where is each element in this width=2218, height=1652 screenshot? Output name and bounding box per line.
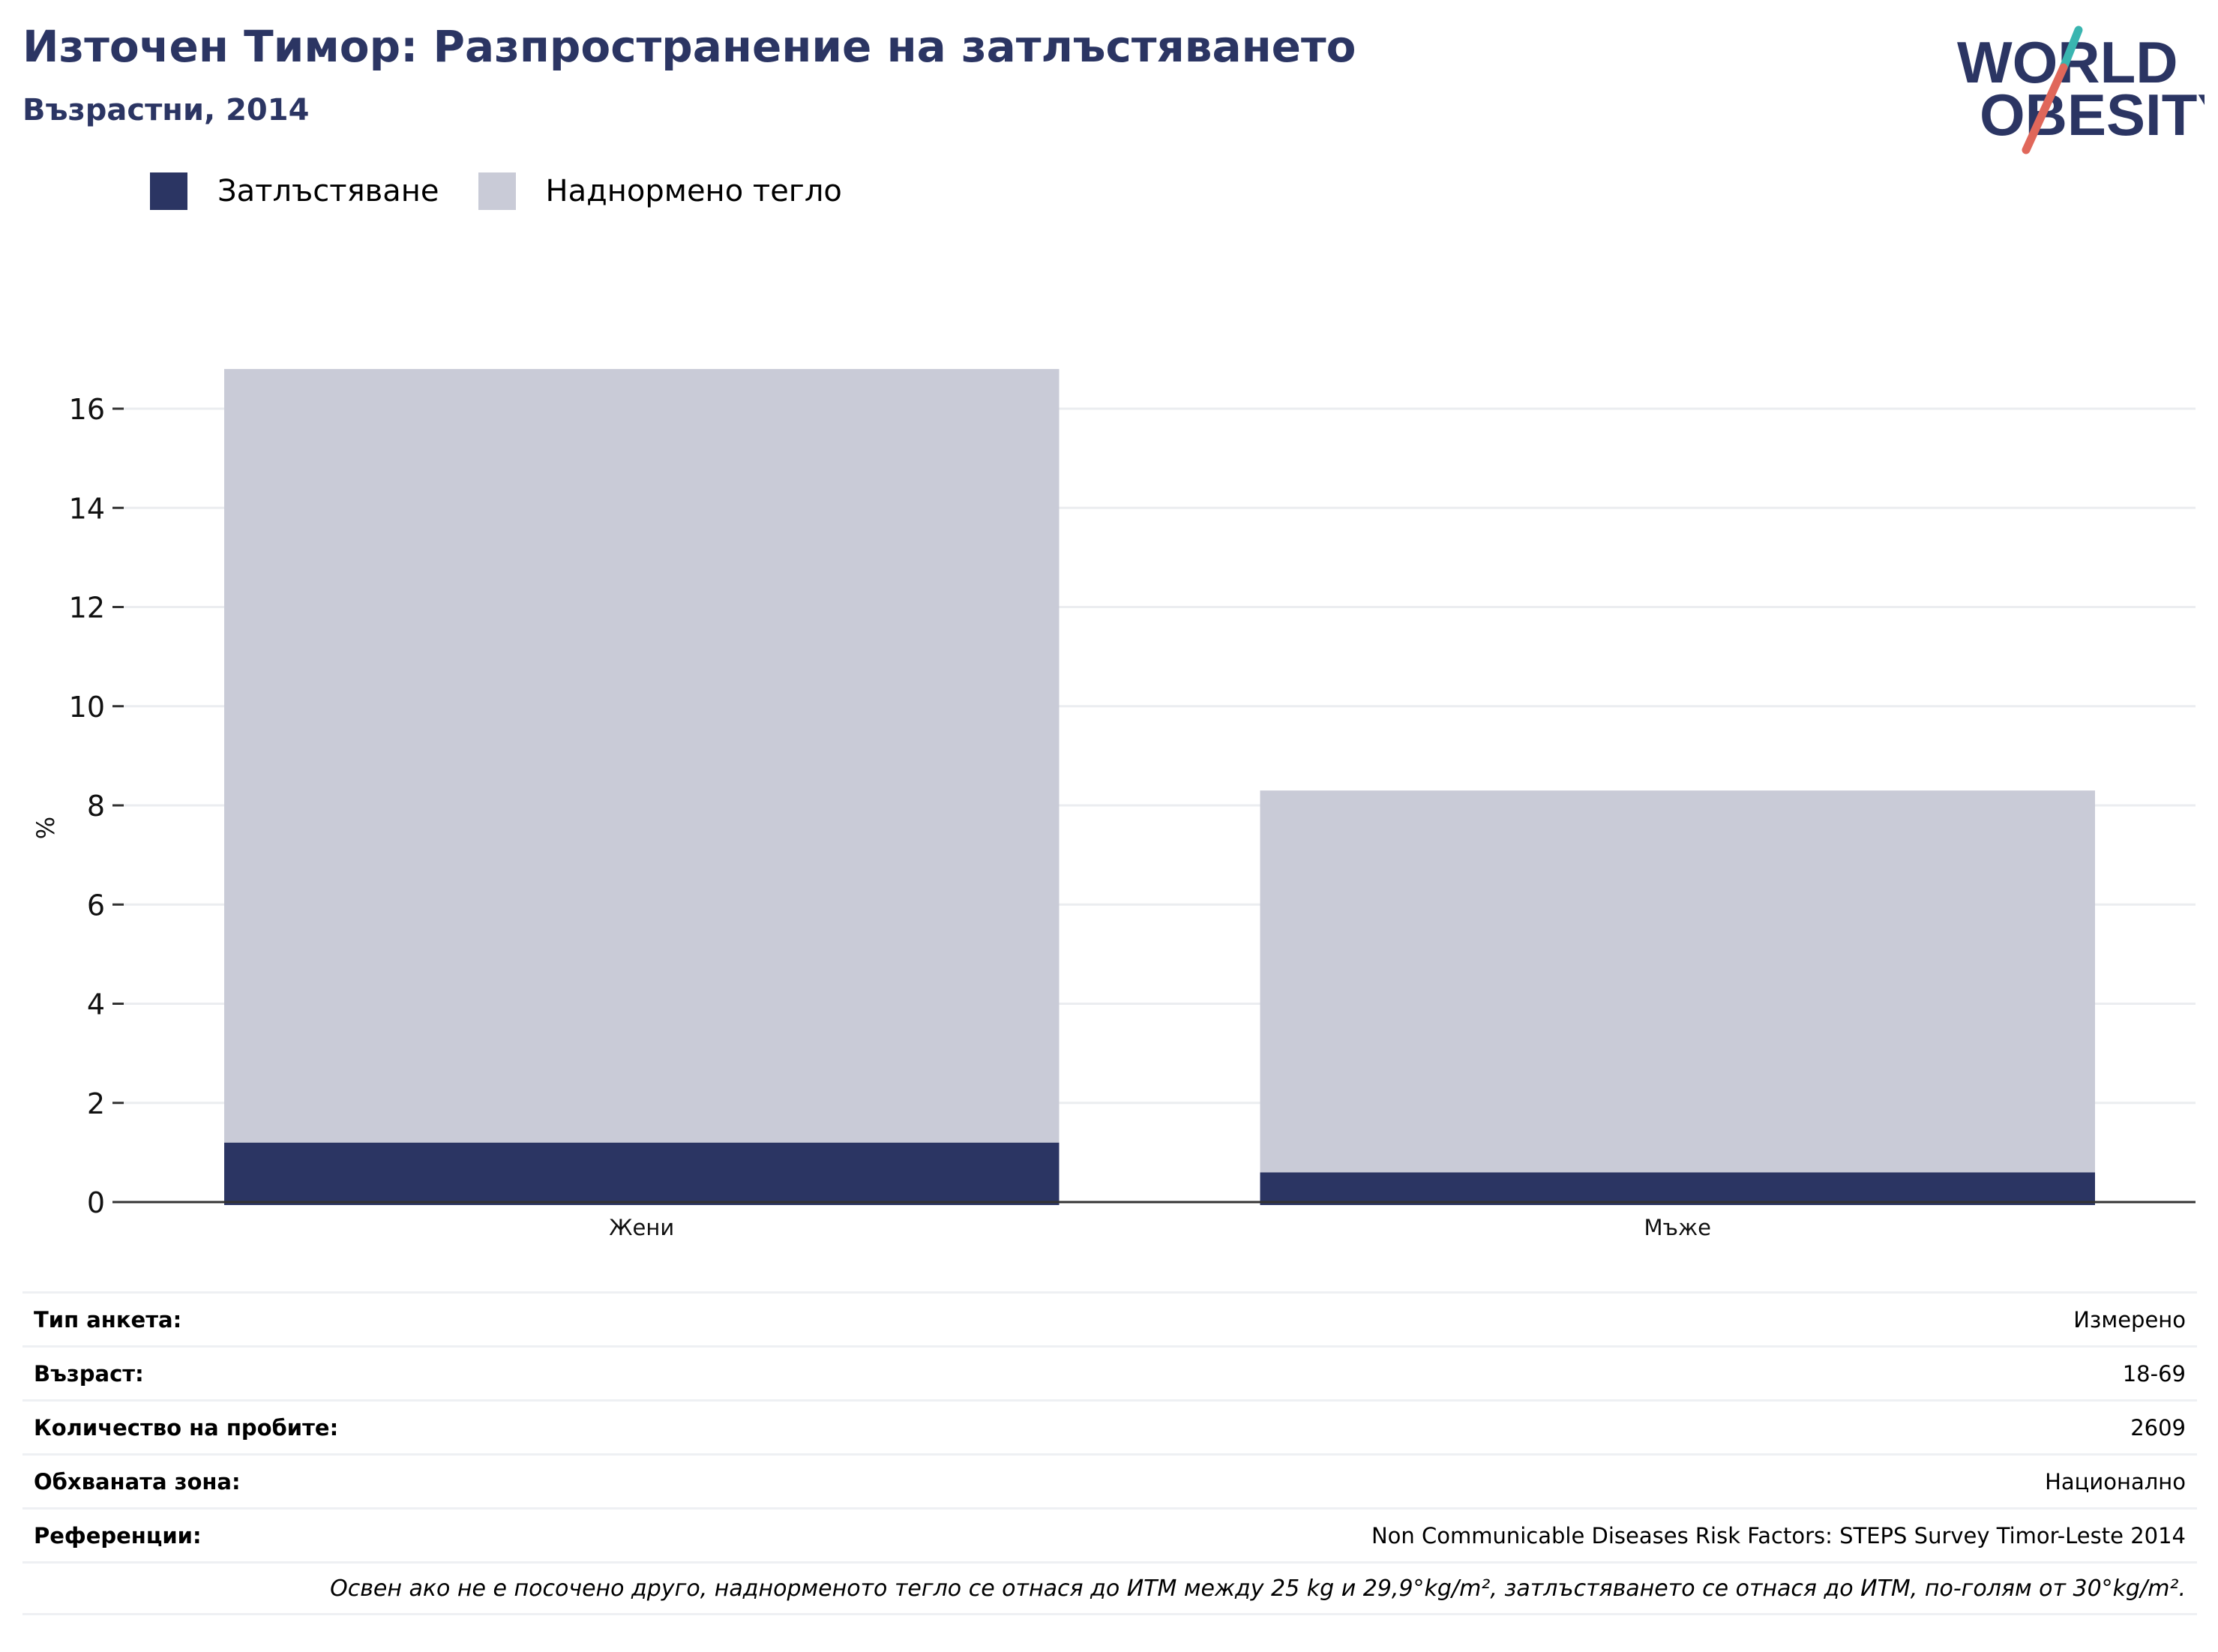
definition-note: Освен ако не е посочено друго, наднормен… (22, 1561, 2197, 1615)
bar-overweight (224, 369, 1060, 1143)
y-tick-label: 14 (69, 492, 105, 525)
y-tick-label: 16 (69, 393, 105, 426)
info-row-references: Референции: Non Communicable Diseases Ri… (22, 1507, 2197, 1561)
legend-swatch-overweight (478, 172, 516, 210)
logo-slash-bottom (2022, 63, 2068, 154)
info-value: Национално (2045, 1468, 2186, 1495)
legend: Затлъстяване Наднормено тегло (150, 172, 881, 210)
y-tick-label: 8 (87, 790, 105, 823)
info-value: 2609 (2130, 1414, 2186, 1441)
survey-info-table: Тип анкета: Измерено Възраст: 18-69 Коли… (22, 1291, 2197, 1615)
info-label: Тип анкета: (34, 1306, 182, 1333)
bar-obesity (224, 1142, 1060, 1205)
legend-item-obesity[interactable]: Затлъстяване (150, 172, 439, 210)
info-label: Обхваната зона: (34, 1468, 241, 1495)
bar-chart: 0 2 4 6 8 10 12 14 16% Жени Мъже (31, 369, 2196, 1240)
info-row-area: Обхваната зона: Национално (22, 1453, 2197, 1507)
bar-overweight (1260, 790, 2095, 1173)
x-tick-label: Мъже (1644, 1215, 1711, 1240)
legend-label-obesity: Затлъстяване (217, 174, 439, 208)
y-tick-label: 2 (87, 1087, 105, 1120)
info-label: Възраст: (34, 1360, 144, 1387)
logo-line2: OBESITY (1980, 82, 2205, 148)
info-value: 18-69 (2122, 1360, 2186, 1387)
y-tick-label: 6 (87, 889, 105, 922)
legend-item-overweight[interactable]: Наднормено тегло (478, 172, 842, 210)
info-row-age: Възраст: 18-69 (22, 1345, 2197, 1399)
x-tick-label: Жени (609, 1215, 674, 1240)
info-row-sample-size: Количество на пробите: 2609 (22, 1399, 2197, 1453)
info-value: Non Communicable Diseases Risk Factors: … (1371, 1522, 2186, 1549)
info-row-survey-type: Тип анкета: Измерено (22, 1291, 2197, 1345)
legend-label-overweight: Наднормено тегло (545, 174, 842, 208)
y-tick-label: 0 (87, 1186, 105, 1219)
y-axis-label: % (31, 817, 60, 839)
logo-slash-top (2059, 25, 2083, 72)
legend-swatch-obesity (150, 172, 187, 210)
chart-subtitle: Възрастни, 2014 (22, 93, 310, 127)
info-label: Референции: (34, 1522, 202, 1549)
y-tick-label: 12 (69, 592, 105, 625)
y-tick-label: 10 (69, 691, 105, 724)
chart-title: Източен Тимор: Разпространение на затлъс… (22, 21, 1356, 72)
bar-obesity (1260, 1172, 2095, 1205)
info-value: Измерено (2073, 1306, 2186, 1333)
y-tick-label: 4 (87, 988, 105, 1021)
world-obesity-logo: WORLD OBESITY (1957, 25, 2205, 154)
info-label: Количество на пробите: (34, 1414, 339, 1441)
